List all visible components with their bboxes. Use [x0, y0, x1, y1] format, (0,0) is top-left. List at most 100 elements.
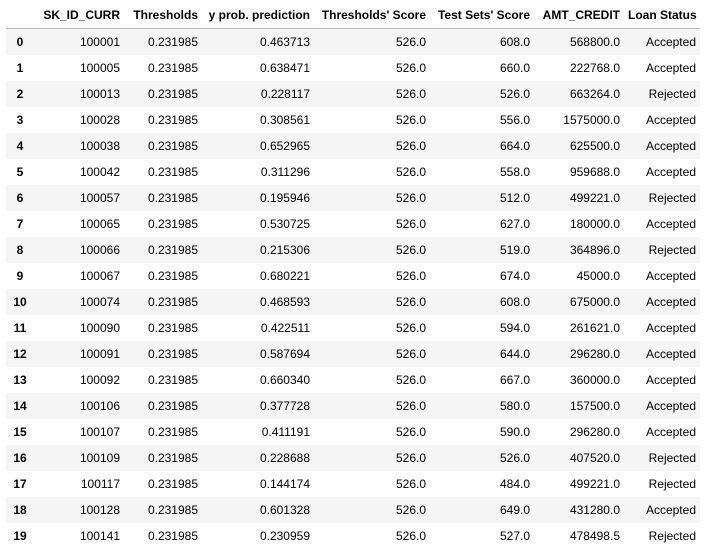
cell-thresholds: 0.231985 [147, 165, 198, 179]
cell-loan-status: Rejected [648, 529, 696, 543]
cell-sk-id-curr: 100057 [79, 191, 120, 205]
cell-test-sets-score: 526.0 [499, 87, 530, 101]
cell-thresholds-score: 526.0 [395, 295, 426, 309]
cell-thresholds: 0.231985 [147, 61, 198, 75]
table-row: 5 100042 0.231985 0.311296 526.0 558.0 959688.… [6, 159, 700, 185]
cell-thresholds-score: 526.0 [395, 269, 426, 283]
cell-amt-credit: 222768.0 [569, 61, 620, 75]
cell-amt-credit: 1575000.0 [563, 113, 620, 127]
cell-loan-status: Accepted [645, 139, 696, 153]
table-row: 10 100074 0.231985 0.468593 526.0 608.0 675000… [6, 289, 700, 315]
cell-y-prob-prediction: 0.195946 [259, 191, 310, 205]
row-index: 11 [13, 321, 27, 335]
cell-sk-id-curr: 100028 [79, 113, 120, 127]
table-row: 17 100117 0.231985 0.144174 526.0 484.0 499221… [6, 471, 700, 497]
column-header-thresholds: Thresholds [124, 2, 202, 29]
cell-amt-credit: 499221.0 [569, 191, 620, 205]
cell-sk-id-curr: 100091 [79, 347, 120, 361]
cell-thresholds: 0.231985 [147, 217, 198, 231]
row-index: 4 [16, 139, 24, 153]
cell-y-prob-prediction: 0.468593 [259, 295, 310, 309]
cell-test-sets-score: 608.0 [499, 295, 530, 309]
cell-y-prob-prediction: 0.530725 [259, 217, 310, 231]
cell-thresholds-score: 526.0 [395, 399, 426, 413]
row-index: 6 [16, 191, 24, 205]
cell-sk-id-curr: 100106 [79, 399, 120, 413]
table-row: 0 100001 0.231985 0.463713 526.0 608.0 568800.… [6, 28, 700, 55]
column-header-amt-credit: AMT_CREDIT [534, 2, 624, 29]
cell-amt-credit: 568800.0 [569, 35, 620, 49]
cell-test-sets-score: 667.0 [499, 373, 530, 387]
row-index: 14 [13, 399, 27, 413]
cell-thresholds-score: 526.0 [395, 347, 426, 361]
cell-test-sets-score: 512.0 [499, 191, 530, 205]
row-index: 19 [13, 529, 27, 543]
cell-sk-id-curr: 100066 [79, 243, 120, 257]
table-header: SK_ID_CURR Thresholds y prob. prediction Th… [6, 2, 700, 29]
cell-amt-credit: 360000.0 [569, 373, 620, 387]
cell-sk-id-curr: 100128 [79, 503, 120, 517]
table-row: 3 100028 0.231985 0.308561 526.0 556.0 1575000… [6, 107, 700, 133]
cell-amt-credit: 959688.0 [569, 165, 620, 179]
cell-thresholds: 0.231985 [147, 451, 198, 465]
cell-amt-credit: 364896.0 [569, 243, 620, 257]
cell-loan-status: Rejected [648, 477, 696, 491]
cell-sk-id-curr: 100117 [80, 477, 120, 491]
cell-sk-id-curr: 100001 [79, 35, 120, 49]
table-body: 0 100001 0.231985 0.463713 526.0 608.0 568800.… [6, 28, 700, 549]
cell-amt-credit: 180000.0 [569, 217, 620, 231]
cell-y-prob-prediction: 0.660340 [259, 373, 310, 387]
cell-thresholds-score: 526.0 [395, 451, 426, 465]
cell-loan-status: Rejected [648, 243, 696, 257]
cell-y-prob-prediction: 0.601328 [259, 503, 310, 517]
cell-test-sets-score: 558.0 [499, 165, 530, 179]
column-header-y-prob-prediction: y prob. prediction [202, 2, 314, 29]
table-row: 14 100106 0.231985 0.377728 526.0 580.0 157500… [6, 393, 700, 419]
cell-loan-status: Accepted [645, 399, 696, 413]
cell-thresholds: 0.231985 [147, 35, 198, 49]
cell-thresholds: 0.231985 [147, 191, 198, 205]
cell-sk-id-curr: 100141 [79, 529, 120, 543]
cell-test-sets-score: 556.0 [499, 113, 530, 127]
cell-thresholds-score: 526.0 [395, 243, 426, 257]
header-row: SK_ID_CURR Thresholds y prob. prediction Th… [6, 2, 700, 29]
cell-thresholds-score: 526.0 [395, 503, 426, 517]
cell-thresholds-score: 526.0 [395, 425, 426, 439]
cell-sk-id-curr: 100038 [79, 139, 120, 153]
cell-thresholds: 0.231985 [147, 269, 198, 283]
row-index: 10 [13, 295, 27, 309]
cell-sk-id-curr: 100109 [79, 451, 120, 465]
cell-y-prob-prediction: 0.308561 [259, 113, 310, 127]
cell-test-sets-score: 594.0 [499, 321, 530, 335]
cell-loan-status: Rejected [648, 87, 696, 101]
cell-thresholds: 0.231985 [147, 373, 198, 387]
cell-sk-id-curr: 100067 [79, 269, 120, 283]
cell-sk-id-curr: 100107 [79, 425, 120, 439]
cell-thresholds-score: 526.0 [395, 217, 426, 231]
column-header-index [6, 2, 34, 29]
table-row: 7 100065 0.231985 0.530725 526.0 627.0 180000.… [6, 211, 700, 237]
row-index: 17 [13, 477, 27, 491]
cell-loan-status: Accepted [645, 35, 696, 49]
cell-amt-credit: 625500.0 [569, 139, 620, 153]
table-row: 12 100091 0.231985 0.587694 526.0 644.0 296280… [6, 341, 700, 367]
cell-sk-id-curr: 100005 [79, 61, 120, 75]
cell-thresholds: 0.231985 [147, 347, 198, 361]
cell-amt-credit: 296280.0 [569, 425, 620, 439]
cell-test-sets-score: 664.0 [499, 139, 530, 153]
cell-thresholds-score: 526.0 [395, 35, 426, 49]
cell-y-prob-prediction: 0.463713 [259, 35, 310, 49]
table-row: 4 100038 0.231985 0.652965 526.0 664.0 625500.… [6, 133, 700, 159]
cell-y-prob-prediction: 0.311296 [260, 165, 310, 179]
cell-amt-credit: 675000.0 [569, 295, 620, 309]
row-index: 16 [13, 451, 27, 465]
table-row: 2 100013 0.231985 0.228117 526.0 526.0 663264.… [6, 81, 700, 107]
cell-thresholds-score: 526.0 [395, 139, 426, 153]
cell-loan-status: Rejected [648, 451, 696, 465]
row-index: 15 [13, 425, 27, 439]
cell-amt-credit: 431280.0 [569, 503, 620, 517]
cell-thresholds: 0.231985 [147, 295, 198, 309]
cell-sk-id-curr: 100042 [79, 165, 120, 179]
row-index: 5 [16, 165, 24, 179]
table-row: 11 100090 0.231985 0.422511 526.0 594.0 261621… [6, 315, 700, 341]
